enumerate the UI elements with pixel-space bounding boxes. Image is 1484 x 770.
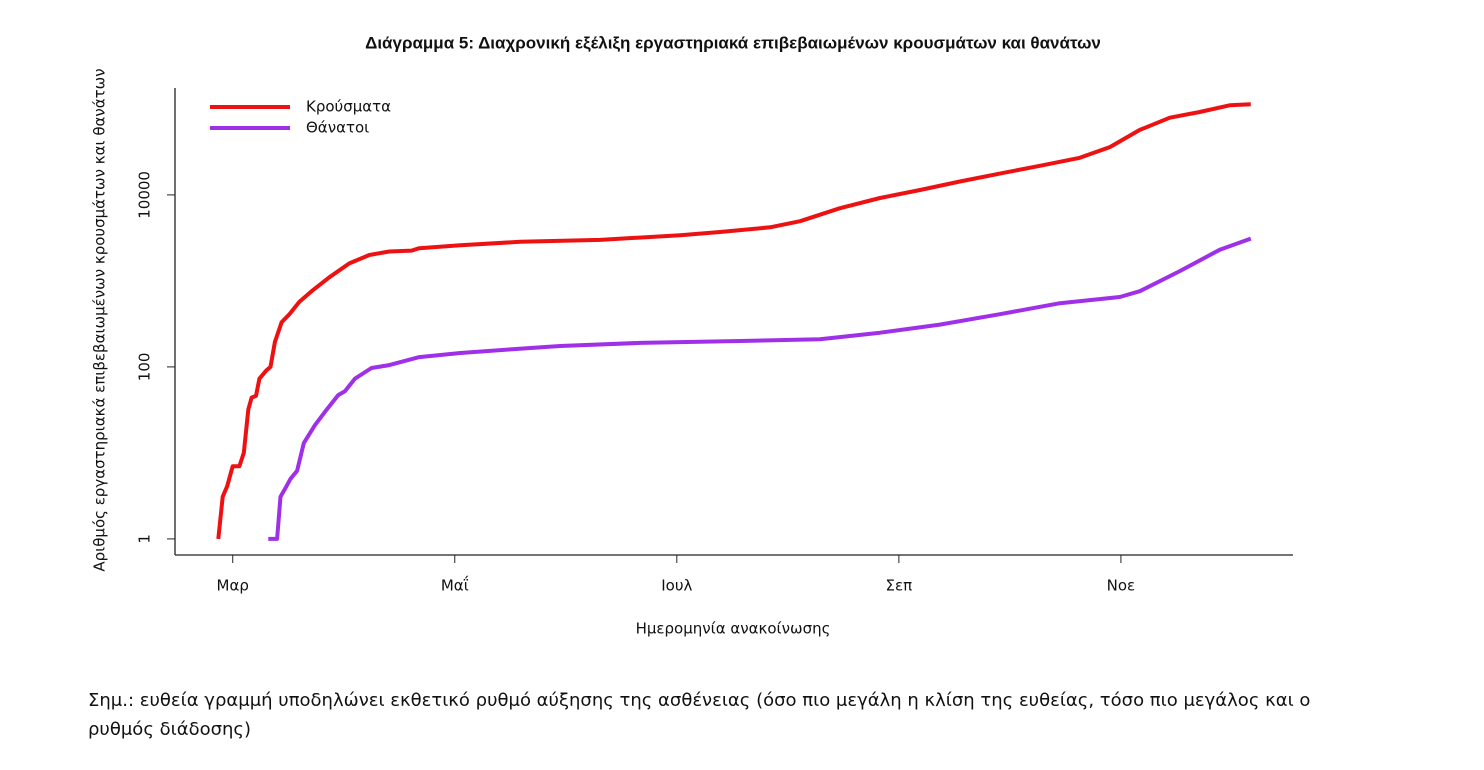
x-tick-label: Νοε — [1107, 577, 1136, 595]
y-axis-label: Αριθμός εργαστηριακά επιβεβαιωμένων κρου… — [91, 68, 109, 571]
x-tick-label: Σεπ — [886, 577, 913, 595]
chart-title: Διάγραμμα 5: Διαχρονική εξέλιξη εργαστηρ… — [365, 33, 1101, 52]
series-line — [268, 236, 1252, 541]
legend-label: Θάνατοι — [306, 119, 369, 137]
y-tick-label: 1 — [136, 534, 154, 544]
y-tick-label: 100 — [136, 353, 154, 382]
x-tick-label: Ιουλ — [661, 577, 692, 595]
y-tick-label: 10000 — [136, 171, 154, 219]
x-tick-label: Μαρ — [217, 577, 249, 595]
x-axis-label: Ημερομηνία ανακοίνωσης — [636, 620, 831, 638]
x-tick-label: Μαΐ — [441, 575, 469, 595]
series-line — [216, 102, 1251, 540]
legend-label: Κρούσματα — [306, 98, 391, 116]
footnote: Σημ.: ευθεία γραμμή υποδηλώνει εκθετικό … — [88, 690, 1311, 740]
chart: Διάγραμμα 5: Διαχρονική εξέλιξη εργαστηρ… — [91, 33, 1293, 638]
